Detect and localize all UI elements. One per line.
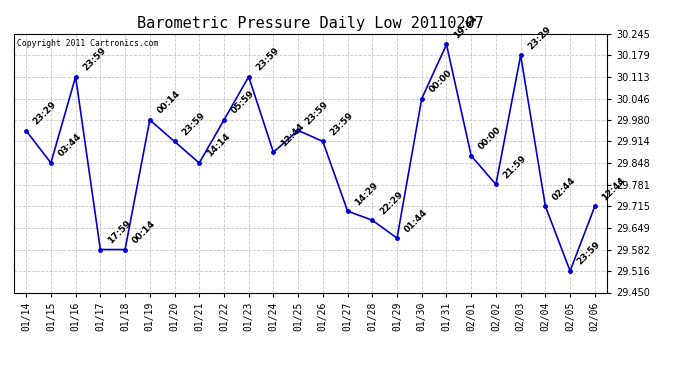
Text: 23:29: 23:29 xyxy=(526,24,553,51)
Text: 17:59: 17:59 xyxy=(106,219,132,245)
Text: 12:44: 12:44 xyxy=(600,175,627,202)
Text: 23:59: 23:59 xyxy=(81,46,108,72)
Text: 00:00: 00:00 xyxy=(477,125,503,152)
Text: 00:14: 00:14 xyxy=(130,219,157,245)
Text: 23:29: 23:29 xyxy=(32,100,59,127)
Text: 23:59: 23:59 xyxy=(328,111,355,137)
Text: 05:59: 05:59 xyxy=(230,89,256,116)
Text: 23:59: 23:59 xyxy=(180,111,207,137)
Text: 00:00: 00:00 xyxy=(427,68,453,94)
Title: Barometric Pressure Daily Low 20110207: Barometric Pressure Daily Low 20110207 xyxy=(137,16,484,31)
Text: 03:44: 03:44 xyxy=(57,132,83,159)
Text: 21:59: 21:59 xyxy=(502,154,528,180)
Text: 02:44: 02:44 xyxy=(551,176,578,202)
Text: 00:14: 00:14 xyxy=(155,89,182,116)
Text: 12:44: 12:44 xyxy=(279,121,306,148)
Text: 23:59: 23:59 xyxy=(304,99,331,126)
Text: 23:59: 23:59 xyxy=(254,46,281,72)
Text: Copyright 2011 Cartronics.com: Copyright 2011 Cartronics.com xyxy=(17,39,158,48)
Text: 23:59: 23:59 xyxy=(575,240,602,267)
Text: 19:44: 19:44 xyxy=(452,13,479,40)
Text: 01:44: 01:44 xyxy=(402,207,429,234)
Text: 22:29: 22:29 xyxy=(378,189,404,216)
Text: 14:14: 14:14 xyxy=(205,132,232,159)
Text: 14:29: 14:29 xyxy=(353,180,380,207)
